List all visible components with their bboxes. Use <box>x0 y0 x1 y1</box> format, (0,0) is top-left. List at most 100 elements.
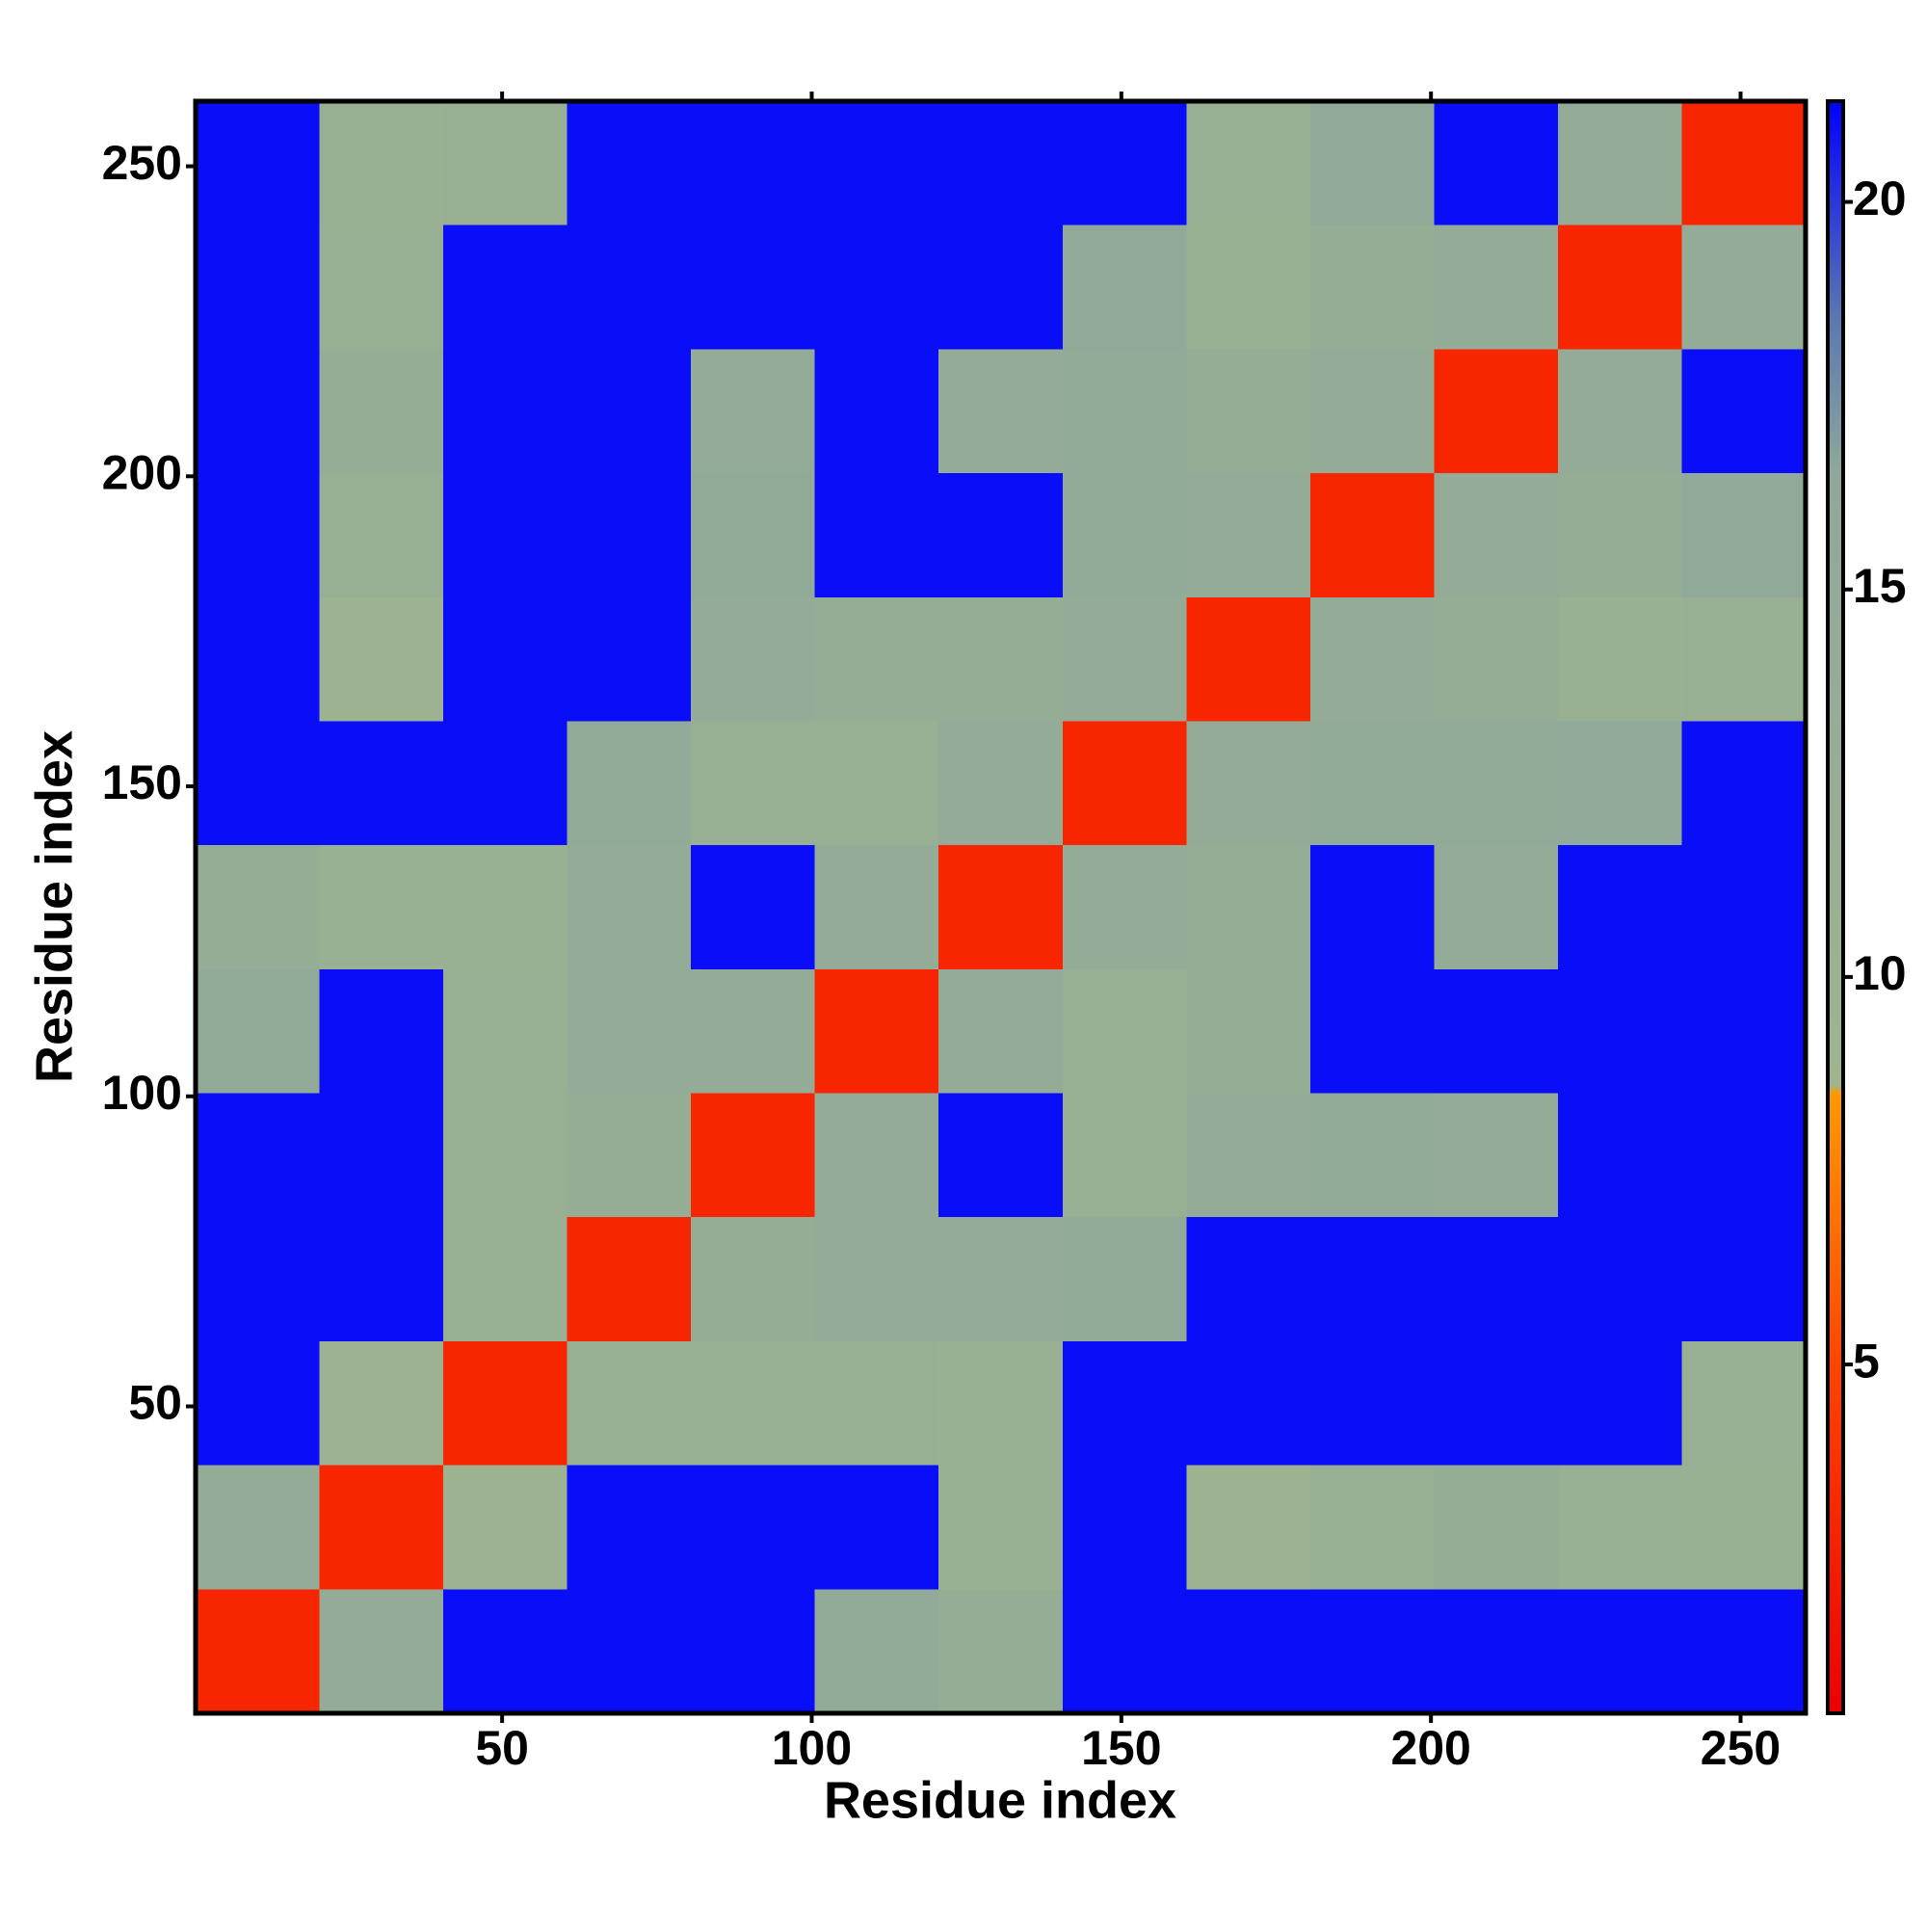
heatmap-cell <box>567 1589 692 1713</box>
heatmap-cell <box>814 1340 939 1466</box>
heatmap-cell <box>443 968 568 1094</box>
heatmap-cell <box>938 101 1063 225</box>
heatmap-cell <box>1309 1589 1435 1713</box>
heatmap-cell <box>814 225 939 350</box>
heatmap-cell <box>691 1340 815 1466</box>
heatmap-cell <box>691 968 815 1094</box>
plot-frame <box>193 98 1808 1716</box>
heatmap-cell <box>691 101 815 225</box>
heatmap-cell <box>196 1217 320 1341</box>
heatmap-cell <box>319 1465 444 1590</box>
heatmap-cell <box>319 968 444 1094</box>
heatmap-cell <box>1681 473 1806 597</box>
heatmap-cell <box>1309 1217 1435 1341</box>
heatmap-cell <box>1309 1340 1435 1466</box>
heatmap-cell <box>938 473 1063 597</box>
heatmap-cell <box>1309 225 1435 350</box>
heatmap-cell <box>319 1217 444 1341</box>
heatmap-cell <box>938 225 1063 350</box>
heatmap-cell <box>319 225 444 350</box>
heatmap-cell <box>938 968 1063 1094</box>
heatmap-cell <box>319 596 444 722</box>
heatmap-cell <box>196 968 320 1094</box>
heatmap-cell <box>319 473 444 597</box>
heatmap-cell <box>691 1093 815 1218</box>
heatmap-cell <box>691 349 815 474</box>
heatmap-cell <box>567 101 692 225</box>
heatmap-cell <box>1434 1340 1558 1466</box>
x-tick-label: 250 <box>1701 1721 1781 1775</box>
heatmap-cell <box>938 1217 1063 1341</box>
heatmap-cell <box>938 1340 1063 1466</box>
heatmap-cell <box>443 1589 568 1713</box>
heatmap-cell <box>1434 1465 1558 1590</box>
heatmap-cell <box>443 596 568 722</box>
heatmap-cell <box>691 596 815 722</box>
y-tick-label: 250 <box>102 136 182 190</box>
heatmap-cell <box>567 1465 692 1590</box>
heatmap-cell <box>1681 1217 1806 1341</box>
colorbar-tick-label: 15 <box>1853 559 1907 613</box>
heatmap-cell <box>814 473 939 597</box>
heatmap-cell <box>814 1217 939 1341</box>
heatmap-cell <box>443 473 568 597</box>
heatmap-cell <box>1186 473 1310 597</box>
heatmap-cell <box>1681 225 1806 350</box>
heatmap-cell <box>1434 225 1558 350</box>
heatmap-cell <box>1681 845 1806 969</box>
heatmap-cell <box>1062 1589 1187 1713</box>
heatmap-cell <box>1434 101 1558 225</box>
heatmap-cell <box>1681 596 1806 722</box>
heatmap-cell <box>1062 845 1187 969</box>
heatmap-cell <box>1186 101 1310 225</box>
heatmap-cell <box>196 845 320 969</box>
heatmap-cell <box>938 845 1063 969</box>
heatmap-cell <box>1062 596 1187 722</box>
x-tick-label: 50 <box>475 1721 529 1775</box>
heatmap-cell <box>814 1589 939 1713</box>
heatmap-cell <box>938 1589 1063 1713</box>
heatmap-cell <box>1557 596 1682 722</box>
heatmap-cell <box>1681 721 1806 846</box>
heatmap-cell <box>443 1465 568 1590</box>
heatmap-cell <box>938 349 1063 474</box>
heatmap-cell <box>691 845 815 969</box>
heatmap-cell <box>1062 225 1187 350</box>
heatmap-cell <box>319 845 444 969</box>
heatmap-cell <box>319 721 444 846</box>
heatmap-cells <box>196 101 1806 1713</box>
heatmap-cell <box>1557 349 1682 474</box>
heatmap-cell <box>1309 473 1435 597</box>
heatmap-cell <box>1557 1589 1682 1713</box>
heatmap-cell <box>1186 1093 1310 1218</box>
heatmap-cell <box>1062 1340 1187 1466</box>
heatmap-cell <box>1681 1093 1806 1218</box>
heatmap-cell <box>319 1093 444 1218</box>
heatmap-cell <box>443 721 568 846</box>
heatmap-cell <box>1309 596 1435 722</box>
heatmap-cell <box>1186 1340 1310 1466</box>
heatmap-cell <box>814 596 939 722</box>
heatmap-cell <box>319 101 444 225</box>
heatmap-cell <box>691 1589 815 1713</box>
heatmap-cell <box>1681 1340 1806 1466</box>
heatmap-cell <box>319 1589 444 1713</box>
y-axis-title: Residue index <box>25 730 83 1083</box>
heatmap-cell <box>567 473 692 597</box>
y-tick-label: 100 <box>102 1066 182 1120</box>
heatmap-cell <box>567 225 692 350</box>
heatmap-cell <box>1557 1340 1682 1466</box>
heatmap-cell <box>443 845 568 969</box>
heatmap-cell <box>691 1217 815 1341</box>
heatmap-cell <box>814 1465 939 1590</box>
heatmap-cell <box>1434 596 1558 722</box>
heatmap-cell <box>938 1093 1063 1218</box>
heatmap-cell <box>1309 721 1435 846</box>
colorbar-tick-label: 20 <box>1853 172 1907 225</box>
heatmap-cell <box>1309 968 1435 1094</box>
heatmap-cell <box>1557 1093 1682 1218</box>
heatmap-cell <box>814 349 939 474</box>
x-axis-title: Residue index <box>824 1771 1176 1829</box>
heatmap-cell <box>1557 225 1682 350</box>
heatmap-cell <box>691 721 815 846</box>
